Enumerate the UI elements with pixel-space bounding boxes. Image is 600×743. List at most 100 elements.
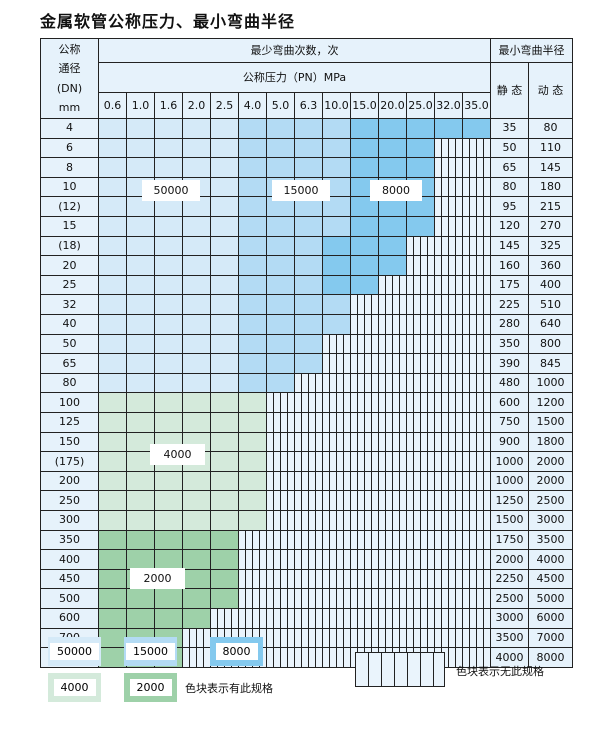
region-label-50000: 50000 [142,180,200,201]
spec-cell-15000 [238,333,267,355]
pressure-col-0.6: 0.6 [98,92,127,119]
spec-cell-15000 [238,294,267,315]
no-spec-cell [462,274,491,296]
dn-cell: 6 [40,137,99,159]
dynamic-radius-cell: 1200 [528,392,573,413]
no-spec-cell [294,470,323,492]
spec-cell-8000 [406,157,435,178]
spec-cell-2000 [182,588,211,609]
no-spec-cell [378,510,407,531]
pressure-header: 公称压力（PN）MPa [98,62,491,93]
no-spec-cell [462,490,491,511]
spec-cell-50000 [98,274,127,296]
no-spec-cell [322,510,351,531]
spec-cell-2000 [154,608,183,629]
spec-cell-2000 [210,588,239,609]
spec-cell-15000 [238,372,267,394]
no-spec-cell [266,510,295,531]
no-spec-cell [434,412,463,433]
spec-cell-4000 [210,392,239,413]
no-spec-cell [462,451,491,472]
no-spec-cell [406,314,435,335]
spec-cell-15000 [266,274,295,296]
no-spec-cell [294,372,323,394]
legend-swatch-15000: 15000 [124,637,177,666]
static-radius-cell: 750 [490,412,529,433]
spec-cell-50000 [154,118,183,139]
spec-cell-15000 [322,294,351,315]
dynamic-radius-cell: 1000 [528,372,573,394]
spec-cell-4000 [126,470,155,492]
static-radius-cell: 80 [490,176,529,198]
no-spec-cell [406,372,435,394]
spec-cell-15000 [238,137,267,159]
spec-cell-15000 [294,314,323,335]
spec-cell-8000 [378,255,407,276]
spec-cell-50000 [98,235,127,257]
spec-cell-8000 [406,118,435,139]
spec-cell-2000 [98,529,127,551]
spec-cell-15000 [322,216,351,237]
no-spec-cell [350,353,379,374]
static-radius-cell: 65 [490,157,529,178]
legend-has-spec-text: 色块表示有此规格 [185,682,273,695]
dn-cell: (175) [40,451,99,472]
dn-cell: 200 [40,470,99,492]
no-spec-cell [462,627,491,649]
no-spec-cell [462,255,491,276]
spec-cell-2000 [98,608,127,629]
spec-cell-15000 [294,255,323,276]
spec-cell-8000 [350,235,379,257]
page-title: 金属软管公称压力、最小弯曲半径 [40,12,296,31]
no-spec-cell [434,549,463,570]
no-spec-cell [378,333,407,355]
no-spec-cell [406,588,435,609]
spec-cell-15000 [294,137,323,159]
spec-cell-50000 [182,118,211,139]
spec-cell-15000 [322,157,351,178]
spec-cell-4000 [210,490,239,511]
no-spec-cell [378,588,407,609]
no-spec-cell [378,294,407,315]
spec-cell-15000 [238,216,267,237]
no-spec-cell [406,510,435,531]
spec-cell-50000 [210,255,239,276]
spec-cell-50000 [210,274,239,296]
no-spec-cell [406,431,435,453]
no-spec-cell [322,333,351,355]
spec-cell-50000 [126,157,155,178]
dn-cell: 80 [40,372,99,394]
spec-cell-2000 [182,549,211,570]
no-spec-cell [434,353,463,374]
no-spec-cell [406,392,435,413]
no-spec-cell [434,568,463,590]
dn-cell: 450 [40,568,99,590]
spec-cell-15000 [294,333,323,355]
static-radius-cell: 2000 [490,549,529,570]
no-spec-cell [462,333,491,355]
dynamic-radius-cell: 110 [528,137,573,159]
spec-cell-50000 [154,255,183,276]
spec-cell-50000 [126,372,155,394]
spec-cell-4000 [126,412,155,433]
no-spec-cell [350,627,379,649]
dn-cell: 150 [40,431,99,453]
no-spec-cell [434,333,463,355]
dn-cell: 500 [40,588,99,609]
spec-cell-4000 [238,431,267,453]
no-spec-cell [434,235,463,257]
spec-cell-15000 [266,353,295,374]
spec-cell-4000 [98,490,127,511]
spec-cell-8000 [322,235,351,257]
spec-cell-50000 [210,196,239,217]
no-spec-cell [350,568,379,590]
spec-cell-50000 [98,216,127,237]
spec-cell-8000 [434,118,463,139]
spec-cell-15000 [238,157,267,178]
pressure-col-2.5: 2.5 [210,92,239,119]
dn-cell: 600 [40,608,99,629]
spec-cell-50000 [126,255,155,276]
no-spec-cell [378,568,407,590]
dynamic-radius-cell: 360 [528,255,573,276]
region-label-8000: 8000 [370,180,422,201]
